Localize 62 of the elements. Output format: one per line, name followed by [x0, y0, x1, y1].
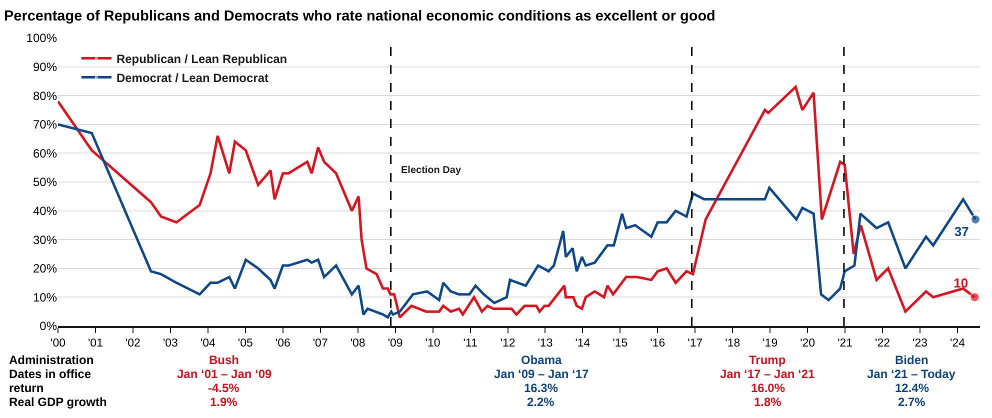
x-tick-label: '15: [612, 338, 628, 350]
x-tick-label: '24: [950, 338, 966, 350]
x-tick-label: '03: [162, 338, 178, 350]
x-tick-label: '14: [575, 338, 591, 350]
y-tick-label: 30%: [32, 232, 58, 247]
text: 1.8%: [754, 395, 782, 409]
text: Jan ‘01 – Jan ‘09: [177, 367, 272, 381]
text: -4.5%: [208, 381, 240, 395]
text: 16.0%: [751, 381, 786, 395]
x-tick-label: '09: [388, 338, 403, 350]
x-tick-label: '08: [350, 338, 366, 350]
text: Bush: [209, 353, 239, 367]
x-tick-label: '12: [500, 338, 516, 350]
x-tick-label: '13: [538, 338, 553, 350]
text: 16.3%: [524, 381, 558, 395]
y-tick-label: 100%: [26, 31, 58, 46]
x-tick-label: '02: [125, 338, 140, 350]
x-tick-label: '19: [762, 338, 778, 350]
x-tick-label: '07: [312, 338, 328, 350]
text: Biden: [895, 353, 928, 367]
y-tick-label: 90%: [32, 60, 58, 74]
text: 12.4%: [895, 381, 930, 395]
x-tick-label: '10: [425, 338, 440, 350]
x-tick-label: '20: [800, 338, 816, 350]
legend-label: Democrat / Lean Democrat: [116, 70, 269, 85]
text: 2.2%: [527, 395, 555, 409]
text: return: [9, 381, 44, 395]
x-tick-label: '16: [650, 338, 666, 350]
x-tick-label: '11: [463, 338, 478, 350]
text: 2.7%: [898, 395, 926, 409]
text: Real GDP growth: [9, 395, 107, 409]
annotation: Election Day: [401, 165, 462, 176]
x-tick-label: '01: [88, 338, 103, 350]
y-tick-label: 50%: [32, 175, 58, 190]
x-tick-label: '04: [200, 338, 216, 350]
y-tick-label: 60%: [32, 146, 58, 160]
text: Dates in office: [9, 367, 92, 381]
y-tick-label: 10%: [32, 290, 58, 304]
text: Jan ‘09 – Jan ‘17: [494, 367, 590, 381]
text: Obama: [521, 353, 562, 367]
text: Jan ‘17 – Jan ‘21: [720, 367, 816, 381]
y-tick-label: 40%: [32, 204, 58, 218]
y-tick-label: 70%: [32, 118, 58, 132]
x-tick-label: '22: [875, 338, 890, 350]
text: Trump: [749, 353, 786, 367]
y-tick-label: 80%: [32, 88, 58, 103]
y-tick-label: 0%: [40, 319, 58, 334]
x-tick-label: '06: [275, 338, 290, 350]
data-label: 37: [954, 224, 969, 239]
x-tick-label: '18: [725, 338, 740, 350]
y-tick-label: 20%: [32, 262, 58, 276]
x-tick-label: '05: [238, 338, 253, 350]
x-tick-label: '23: [912, 338, 928, 350]
legend-label: Republican / Lean Republican: [116, 52, 288, 66]
x-tick-label: '21: [838, 338, 853, 350]
text: 1.9%: [210, 395, 238, 409]
x-tick-label: '17: [688, 338, 703, 350]
text: Jan ‘21 – Today: [867, 367, 956, 381]
x-tick-label: '00: [50, 338, 66, 350]
data-label: 10: [954, 275, 968, 290]
text: Administration: [9, 353, 94, 367]
chart-title: Percentage of Republicans and Democrats who rate national economic conditions as excellent or good: [4, 8, 716, 25]
